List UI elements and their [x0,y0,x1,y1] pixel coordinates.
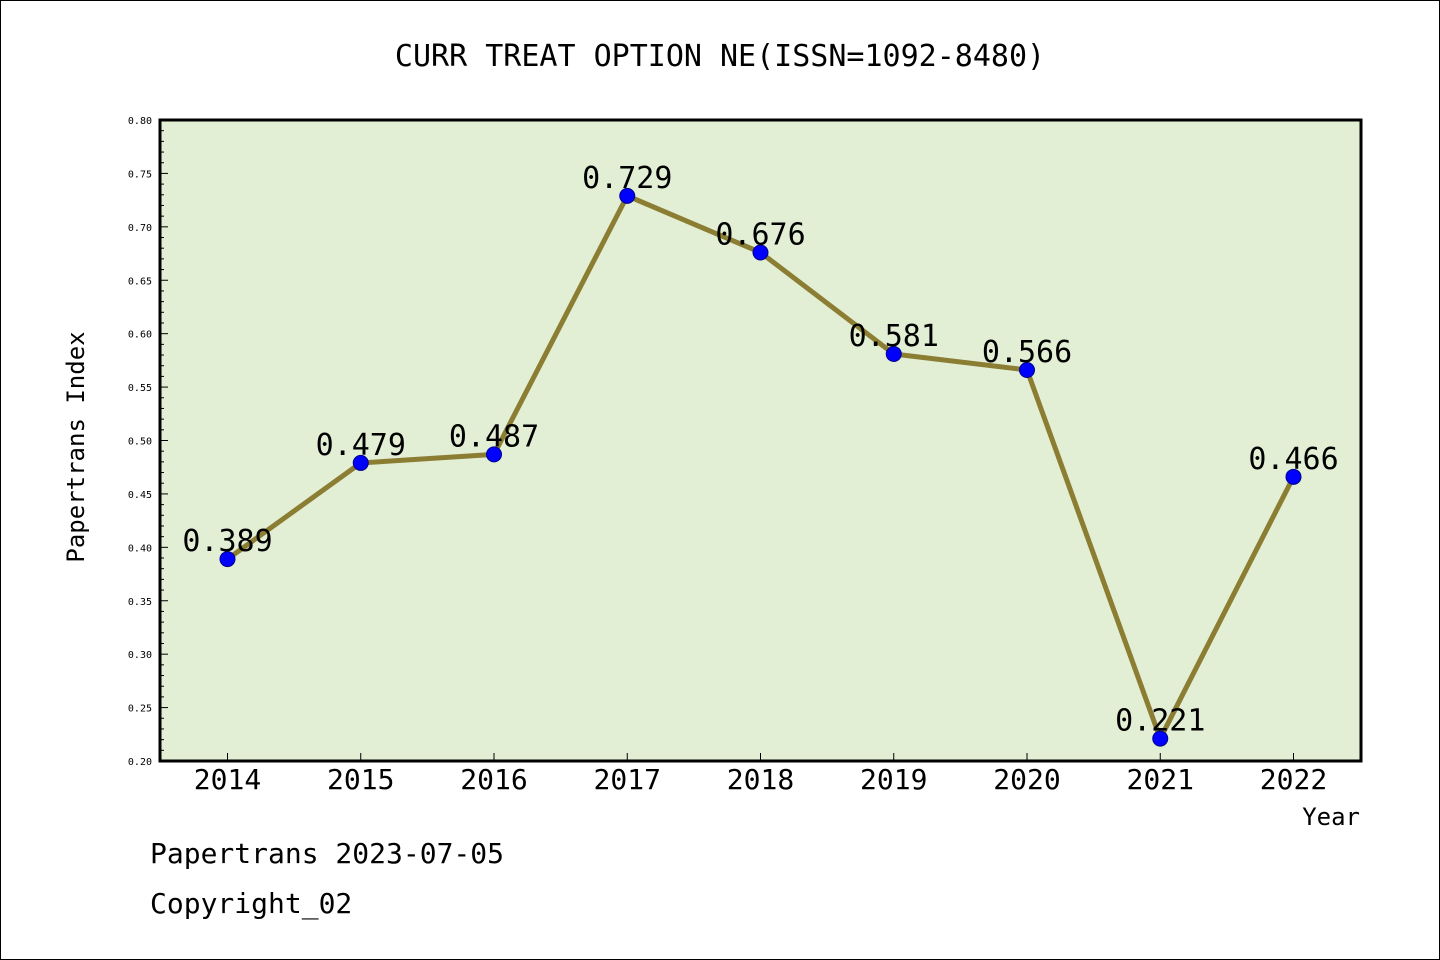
x-tick-label: 2018 [727,763,794,796]
data-label: 0.566 [982,335,1072,370]
y-tick-label: 0.20 [128,757,152,768]
x-tick-label: 2015 [327,763,394,796]
footer-copyright: Copyright_02 [150,887,352,921]
data-label: 0.487 [449,419,539,454]
data-point [1285,468,1302,485]
data-label: 0.389 [182,524,272,559]
data-point [219,551,236,568]
data-labels: 0.389 0.479 0.487 0.729 0.676 0.581 0.566 0.221… [182,161,1338,739]
y-tick-label: 0.45 [128,490,152,501]
y-tick-label: 0.40 [128,543,152,554]
y-tick-label: 0.65 [128,276,152,287]
y-tick-label: 0.70 [128,223,152,234]
x-tick-label: 2021 [1127,763,1194,796]
x-tick-label: 2022 [1260,763,1327,796]
data-point [885,345,902,362]
data-point [352,454,369,471]
chart-title: CURR TREAT OPTION NE(ISSN=1092-8480) [395,39,1045,74]
x-tick-label: 2017 [594,763,661,796]
x-axis-title: Year [1302,803,1360,831]
data-label: 0.466 [1248,442,1338,477]
y-tick-label: 0.75 [128,169,152,180]
footer-date: Papertrans 2023-07-05 [150,837,504,870]
data-label: 0.676 [715,217,805,252]
y-tick-label: 0.60 [128,330,152,341]
data-markers [219,187,1302,747]
plot-border [158,118,1363,763]
data-point [1152,730,1169,747]
data-point [1019,361,1035,378]
plot-area [160,120,1361,761]
data-label: 0.729 [582,161,672,196]
x-axis-ticks: 2014 2015 2016 2017 2018 2019 2020 2021 2022 [194,753,1327,796]
y-tick-label: 0.35 [128,597,152,608]
data-point [619,187,636,204]
y-axis-title: Papertrans Index [62,331,90,562]
x-tick-label: 2014 [194,763,261,796]
y-tick-label: 0.25 [128,704,152,715]
data-label: 0.221 [1115,704,1205,739]
x-tick-label: 2016 [460,763,527,796]
y-tick-label: 0.80 [128,116,152,127]
x-tick-label: 2020 [993,763,1060,796]
data-point [486,446,502,463]
data-point [752,244,769,261]
y-tick-label: 0.30 [128,650,152,661]
x-tick-label: 2019 [860,763,927,796]
y-tick-label: 0.50 [128,437,152,448]
data-label: 0.581 [849,319,939,354]
data-label: 0.479 [316,428,406,463]
y-tick-label: 0.55 [128,383,152,394]
